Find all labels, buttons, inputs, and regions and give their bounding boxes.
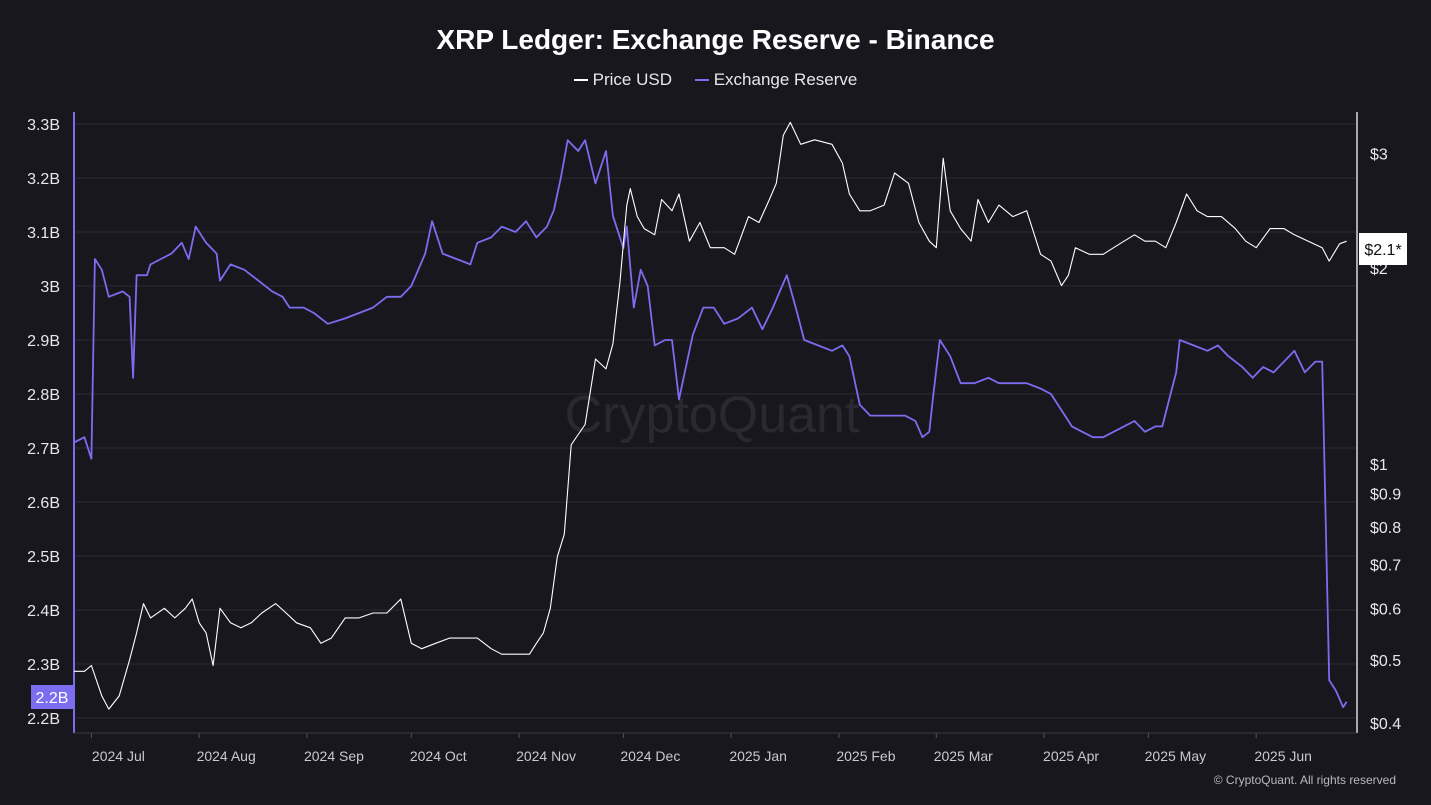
x-tick-label: 2025 Jun <box>1254 748 1312 764</box>
legend-swatch-price <box>573 78 588 81</box>
series-line-price-usd <box>74 121 1347 710</box>
left-tick-label: 2.6B <box>27 495 60 512</box>
x-tick-label: 2025 Feb <box>836 748 895 764</box>
x-tick-label: 2025 Mar <box>934 748 993 764</box>
left-tick-label: 2.8B <box>27 387 60 404</box>
left-current-label: 2.2B <box>36 690 69 707</box>
right-tick-label: $0.9 <box>1370 487 1401 504</box>
right-tick-label: $0.8 <box>1370 520 1401 537</box>
x-tick-label: 2025 May <box>1145 748 1206 764</box>
right-tick-label: $1 <box>1370 457 1388 474</box>
series-lines <box>73 121 1348 710</box>
legend-item-reserve[interactable]: Exchange Reserve <box>694 70 858 90</box>
left-tick-label: 2.3B <box>27 657 60 674</box>
right-tick-label: $3 <box>1370 147 1388 164</box>
left-tick-label: 3.2B <box>27 171 60 188</box>
x-tick-label: 2024 Aug <box>197 748 256 764</box>
chart-legend: Price USD Exchange Reserve <box>0 70 1431 90</box>
copyright-text: © CryptoQuant. All rights reserved <box>1213 773 1396 787</box>
right-current-badge <box>1359 233 1407 265</box>
left-tick-label: 2.5B <box>27 549 60 566</box>
legend-label-price: Price USD <box>592 70 672 89</box>
x-tick-label: 2025 Jan <box>729 748 787 764</box>
right-tick-label: $0.4 <box>1370 716 1401 733</box>
x-tick-label: 2024 Nov <box>516 748 576 764</box>
left-tick-label: 3.1B <box>27 225 60 242</box>
left-tick-label: 2.9B <box>27 333 60 350</box>
right-tick-label: $0.6 <box>1370 601 1401 618</box>
axis-labels: 3.3B 3.2B 3.1B 3B 2.9B 2.8B 2.7B 2.6B 2.5B 2.4B 2.… <box>27 117 1407 764</box>
x-tick-label: 2024 Oct <box>410 748 467 764</box>
left-current-badge <box>31 685 73 709</box>
series-line-exchange-reserve <box>73 139 1348 709</box>
left-tick-label: 2.2B <box>27 711 60 728</box>
legend-swatch-reserve <box>694 78 709 81</box>
right-tick-label: $0.5 <box>1370 653 1401 670</box>
left-tick-label: 3B <box>40 279 60 296</box>
legend-label-reserve: Exchange Reserve <box>713 70 858 89</box>
grid-lines <box>74 123 1357 738</box>
x-tick-label: 2024 Jul <box>92 748 145 764</box>
right-tick-label: $0.7 <box>1370 558 1401 575</box>
watermark-text: CryptoQuant <box>565 386 860 444</box>
right-tick-label: $2 <box>1370 261 1388 278</box>
chart-title: XRP Ledger: Exchange Reserve - Binance <box>436 24 995 55</box>
right-current-label: $2.1* <box>1364 242 1401 259</box>
x-tick-label: 2024 Sep <box>304 748 364 764</box>
left-tick-label: 2.7B <box>27 441 60 458</box>
left-tick-label: 3.3B <box>27 117 60 134</box>
left-tick-label: 2.4B <box>27 603 60 620</box>
x-tick-label: 2024 Dec <box>620 748 680 764</box>
legend-item-price[interactable]: Price USD <box>573 70 672 90</box>
axes <box>73 112 1358 734</box>
x-tick-label: 2025 Apr <box>1043 748 1099 764</box>
